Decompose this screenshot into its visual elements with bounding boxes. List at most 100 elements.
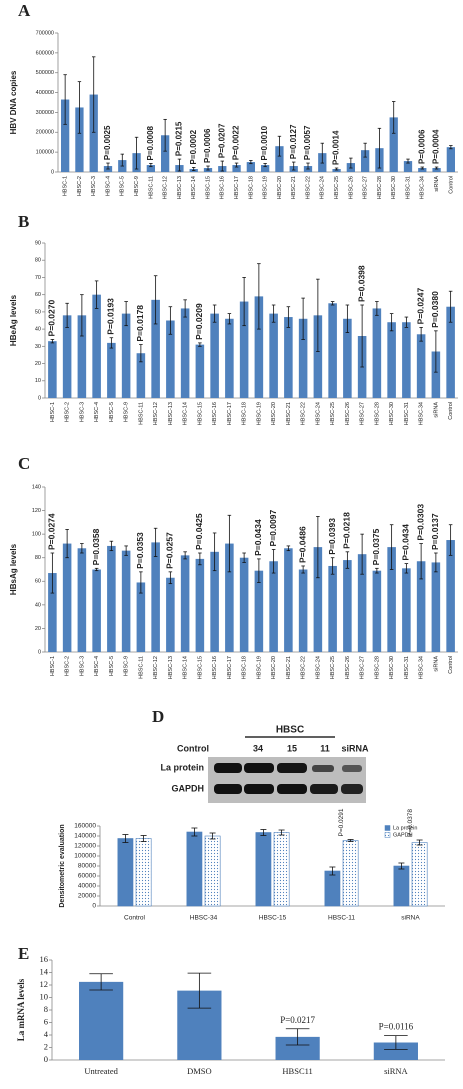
y-tick-label: 4 — [44, 1029, 49, 1039]
error-bar — [420, 166, 424, 170]
error-bar — [345, 551, 350, 569]
bar — [403, 161, 413, 172]
error-bar — [183, 299, 187, 318]
x-tick-label: HBSC-34 — [420, 176, 426, 199]
error-bar — [187, 972, 212, 1009]
y-axis-label: HBeAg levels — [9, 294, 18, 346]
x-tick-label: HBSC-1 — [50, 656, 56, 676]
bar — [48, 341, 57, 398]
legend-label: La protein — [393, 825, 417, 831]
error-bar — [140, 835, 147, 842]
error-bar — [389, 313, 394, 332]
error-bar — [375, 567, 379, 574]
bar — [186, 831, 203, 907]
x-tick-label: HBSC-19 — [256, 402, 262, 425]
x-tick-label: Control — [448, 402, 454, 420]
bar — [117, 838, 134, 907]
band — [277, 763, 307, 773]
bar — [372, 308, 382, 398]
bar — [77, 548, 87, 652]
annotation: P=0.0358 — [91, 528, 101, 565]
bar — [107, 342, 116, 398]
annotation: P=0.0006 — [417, 129, 426, 164]
error-bar — [316, 516, 320, 579]
bar — [387, 322, 396, 398]
error-bar — [242, 277, 246, 327]
error-bar — [77, 81, 82, 134]
error-bar — [212, 532, 217, 572]
y-tick-label: 200000 — [36, 130, 54, 136]
bar — [446, 306, 455, 398]
x-tick-label: HBSC-13 — [177, 176, 183, 199]
x-tick-label: HBSC-27 — [363, 176, 369, 199]
error-bar — [183, 551, 187, 560]
annotation: P=0.0270 — [47, 300, 57, 337]
y-tick-label: 20 — [35, 626, 41, 632]
error-bar — [416, 839, 423, 846]
legend-swatch — [384, 825, 391, 831]
bar — [77, 315, 87, 398]
western-blot: HBSC Control 34 15 11 siRNA La protein G… — [160, 725, 369, 803]
annotation: P=0.0127 — [289, 124, 298, 159]
error-bar — [384, 1035, 408, 1050]
x-tick-label: HBSC-11 — [138, 402, 144, 425]
annotation: P=0.0398 — [356, 265, 366, 302]
error-bar — [404, 316, 409, 328]
x-tick-label: HBSC-4 — [94, 656, 100, 676]
error-bar — [198, 552, 202, 566]
y-tick-label: 600000 — [36, 50, 54, 56]
annotation: P=0.0002 — [189, 129, 198, 164]
error-bar — [209, 832, 216, 840]
y-tick-label: 0 — [44, 1054, 48, 1064]
x-tick-label: HBSC-31 — [404, 402, 410, 425]
annotation: P=0.0116 — [379, 1022, 414, 1032]
y-tick-label: 60 — [35, 292, 41, 298]
x-tick-label: HBSC-15 — [197, 402, 203, 425]
bar — [180, 308, 190, 398]
bar — [313, 315, 323, 398]
annotation: P=0.0008 — [146, 125, 155, 160]
annotation: P=0.0434 — [401, 524, 411, 561]
error-bar — [316, 278, 320, 352]
row-label: GAPDH — [171, 783, 204, 793]
error-bar — [375, 301, 379, 316]
band — [244, 784, 274, 794]
bar — [151, 299, 160, 398]
x-tick-label: HBSC-4 — [94, 402, 100, 422]
y-tick-label: 40 — [35, 327, 41, 333]
error-bar — [347, 839, 354, 842]
annotation: P=0.0097 — [268, 510, 278, 547]
bar — [313, 547, 323, 652]
y-tick-label: 140000 — [74, 833, 96, 840]
bar — [402, 568, 411, 652]
bar — [416, 561, 426, 652]
x-tick-label: HBSC11 — [282, 1066, 312, 1076]
error-bar — [286, 545, 291, 552]
x-tick-label: HBSC-27 — [360, 402, 366, 425]
x-tick-label: HBSC-30 — [391, 176, 397, 199]
panel-label: E — [18, 944, 29, 963]
annotation: P=0.0274 — [47, 513, 57, 550]
error-bar — [124, 545, 128, 556]
band — [277, 784, 307, 794]
bar — [92, 294, 101, 398]
error-bar — [377, 127, 382, 169]
band — [310, 784, 338, 794]
x-tick-label: HBSC-16 — [212, 656, 218, 679]
bar — [136, 582, 146, 652]
annotation: P=0.0193 — [106, 298, 116, 335]
annotation: P=0.0215 — [175, 121, 184, 156]
y-tick-label: 0 — [38, 649, 41, 655]
x-tick-label: siRNA — [401, 915, 420, 922]
error-bar — [220, 160, 224, 172]
x-tick-label: HBSC-21 — [291, 176, 297, 199]
annotation: P=0.0209 — [194, 303, 204, 340]
x-tick-label: siRNA — [433, 402, 439, 418]
error-bar — [260, 829, 267, 836]
x-tick-label: HBSC-20 — [271, 656, 277, 679]
x-tick-label: siRNA — [433, 656, 439, 672]
bar — [387, 547, 396, 652]
bar — [372, 570, 382, 652]
bar — [411, 842, 428, 907]
error-bar — [404, 563, 409, 574]
